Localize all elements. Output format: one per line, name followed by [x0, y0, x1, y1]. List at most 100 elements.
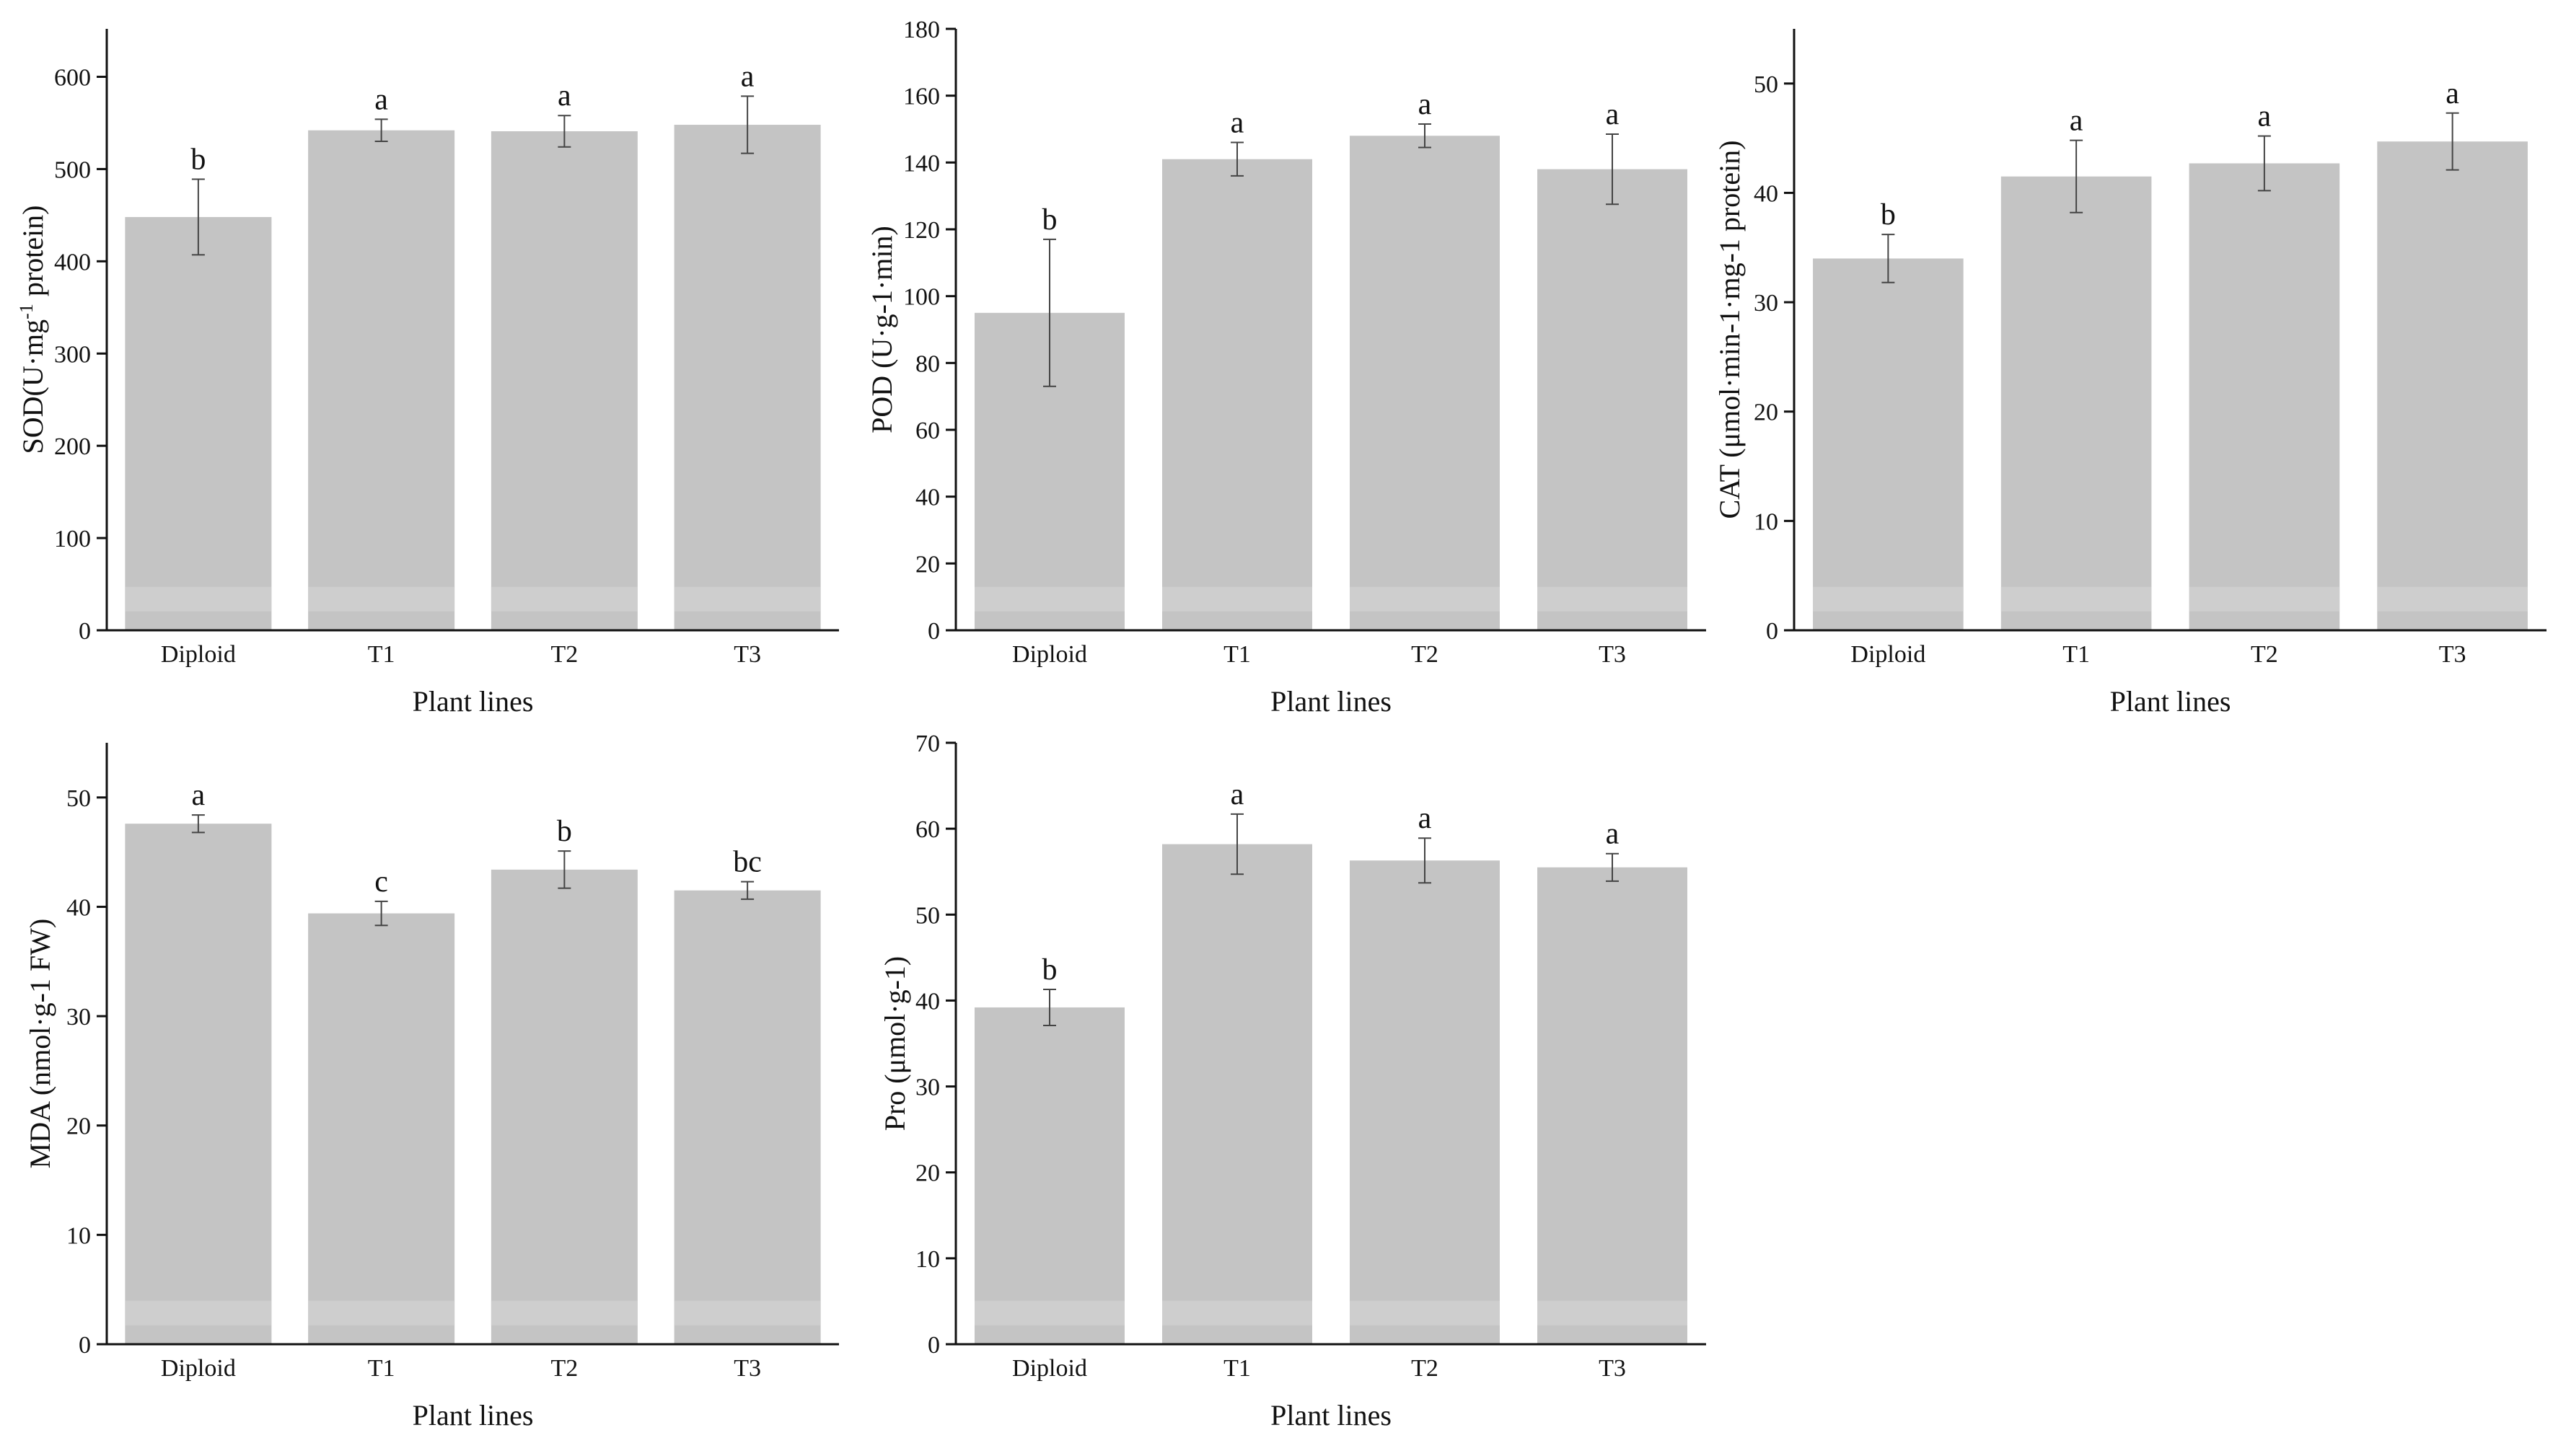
bar-band	[2189, 586, 2340, 612]
category-label: Diploid	[1850, 641, 1925, 668]
y-axis-title-suffix: protein)	[17, 206, 49, 304]
significance-label: bc	[733, 846, 762, 879]
bar-t1	[308, 913, 455, 1344]
bar-band	[491, 1300, 638, 1325]
x-axis-title: Plant lines	[413, 685, 534, 718]
x-axis-title: Plant lines	[413, 1399, 534, 1431]
x-axis-title: Plant lines	[1270, 1399, 1392, 1431]
significance-label: a	[558, 79, 571, 112]
bar-band	[1162, 586, 1312, 612]
bar-band	[308, 1300, 455, 1325]
y-axis-title: Pro (μmol·g-1)	[879, 956, 911, 1131]
category-label: T2	[1411, 641, 1438, 668]
y-tick-label: 40	[66, 894, 91, 921]
significance-label: b	[1042, 953, 1058, 987]
y-tick-label: 40	[915, 485, 940, 511]
bar-t1	[1162, 844, 1312, 1344]
x-axis-title: Plant lines	[1270, 685, 1392, 718]
bar-t2	[491, 131, 638, 630]
bar-t2	[1350, 136, 1500, 630]
category-label: T1	[368, 641, 395, 668]
bar-band	[674, 586, 821, 612]
bar-t3	[1537, 867, 1687, 1344]
y-tick-label: 20	[915, 551, 940, 578]
bar-t3	[674, 125, 821, 631]
y-tick-label: 140	[903, 150, 940, 177]
bar-band	[2377, 586, 2528, 612]
category-label: Diploid	[1012, 641, 1087, 668]
y-tick-label: 50	[1754, 71, 1778, 98]
category-label: T2	[550, 1355, 578, 1382]
y-tick-label: 200	[54, 433, 91, 460]
significance-label: a	[1231, 778, 1244, 811]
chart-panel-cat: b Diploid a T1 a T2 a T3 0 10 20 30 40 50 Plant lines C…	[1713, 29, 2547, 718]
bar-band	[1350, 1300, 1500, 1325]
category-label: T1	[368, 1355, 395, 1382]
y-tick-label: 30	[915, 1075, 940, 1101]
significance-label: a	[1231, 107, 1244, 140]
x-axis-title: Plant lines	[2110, 685, 2231, 718]
y-tick-label: 0	[928, 1332, 940, 1359]
bar-band	[1350, 586, 1500, 612]
category-label: T1	[1223, 1355, 1251, 1382]
bar-diploid	[1813, 258, 1964, 630]
significance-label: a	[1418, 802, 1432, 835]
y-tick-label: 0	[79, 618, 91, 645]
significance-label: a	[741, 60, 755, 93]
y-tick-label: 300	[54, 341, 91, 368]
significance-label: b	[190, 144, 206, 177]
y-axis-title-sup: -1	[16, 304, 37, 319]
category-label: T2	[1411, 1355, 1438, 1382]
bar-t1	[1162, 159, 1312, 630]
bar-t3	[674, 890, 821, 1344]
bar-band	[2000, 586, 2152, 612]
y-tick-label: 50	[66, 785, 91, 812]
y-tick-label: 0	[1766, 618, 1778, 645]
bar-t3	[1537, 169, 1687, 631]
bar-t3	[2377, 141, 2528, 631]
significance-label: b	[1881, 198, 1896, 231]
y-tick-label: 180	[903, 17, 940, 43]
y-tick-label: 10	[1754, 508, 1778, 535]
significance-label: a	[2258, 100, 2272, 133]
y-tick-label: 50	[915, 902, 940, 929]
bar-diploid	[125, 824, 272, 1344]
chart-panel-sod: b Diploid a T1 a T2 a T3 0 100 200 300 400 500 600 Plan…	[16, 29, 839, 718]
category-label: T2	[2251, 641, 2278, 668]
category-label: Diploid	[161, 1355, 236, 1382]
significance-label: a	[1606, 98, 1620, 131]
y-tick-label: 10	[66, 1222, 91, 1249]
y-tick-label: 160	[903, 84, 940, 110]
y-tick-label: 100	[903, 284, 940, 311]
category-label: T3	[734, 641, 761, 668]
bar-band	[308, 586, 455, 612]
y-tick-label: 40	[915, 988, 940, 1015]
y-tick-label: 30	[1754, 290, 1778, 317]
y-tick-label: 120	[903, 217, 940, 244]
significance-label: a	[2446, 77, 2459, 110]
category-label: T3	[1599, 641, 1626, 668]
bar-t2	[491, 869, 638, 1344]
y-tick-label: 400	[54, 249, 91, 275]
bar-t2	[2189, 163, 2340, 631]
y-axis-title: SOD(U·mg-1 protein)	[16, 206, 49, 454]
significance-label: b	[1042, 203, 1058, 237]
y-tick-label: 100	[54, 526, 91, 552]
y-tick-label: 600	[54, 65, 91, 92]
category-label: T3	[2439, 641, 2466, 668]
y-tick-label: 70	[915, 731, 940, 757]
y-axis-title-prefix: SOD(U·mg	[17, 319, 49, 454]
y-tick-label: 500	[54, 156, 91, 183]
bar-band	[975, 586, 1125, 612]
bar-band	[125, 1300, 272, 1325]
category-label: T3	[1599, 1355, 1626, 1382]
category-label: T1	[1223, 641, 1251, 668]
category-label: T1	[2062, 641, 2090, 668]
chart-panel-pod: b Diploid a T1 a T2 a T3 0 20 40 60 80 100 120 140 160 18…	[866, 17, 1706, 718]
bar-band	[491, 586, 638, 612]
bar-diploid	[975, 1007, 1125, 1344]
y-tick-label: 30	[66, 1004, 91, 1031]
category-label: Diploid	[1012, 1355, 1087, 1382]
y-tick-label: 20	[66, 1113, 91, 1140]
